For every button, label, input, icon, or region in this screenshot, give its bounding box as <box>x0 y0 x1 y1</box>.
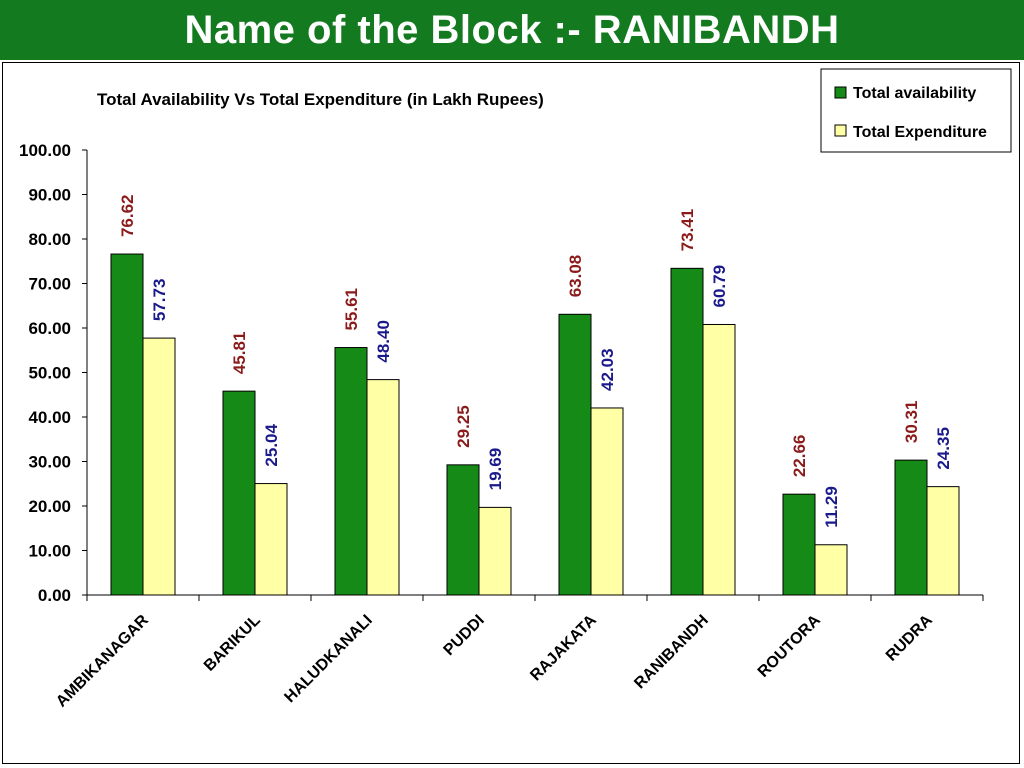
data-label-expenditure: 57.73 <box>150 279 169 322</box>
y-tick-label: 50.00 <box>28 364 71 383</box>
bar-availability <box>334 347 368 596</box>
bar-expenditure <box>814 544 848 596</box>
legend-swatch-availability <box>834 86 847 99</box>
y-tick-label: 20.00 <box>28 497 71 516</box>
y-tick-label: 40.00 <box>28 408 71 427</box>
category-label: RUDRA <box>883 611 936 664</box>
data-label-expenditure: 24.35 <box>934 427 953 470</box>
slide-header: Name of the Block :- RANIBANDH <box>0 0 1024 60</box>
data-label-availability: 45.81 <box>230 332 249 375</box>
bar-availability <box>222 390 256 596</box>
y-tick-label: 0.00 <box>38 586 71 605</box>
chart-frame: Total Availability Vs Total Expenditure … <box>2 62 1020 764</box>
category-label: RANIBANDH <box>631 612 712 693</box>
y-tick-label: 100.00 <box>19 141 71 160</box>
bar-expenditure <box>702 323 736 596</box>
bar-availability <box>110 253 144 596</box>
y-tick-label: 80.00 <box>28 230 71 249</box>
bar-expenditure <box>366 379 400 596</box>
plot-area: 0.00 10.00 20.00 30.00 40.00 50.00 60.00 70.00 8… <box>19 141 984 711</box>
legend-label-availability: Total availability <box>853 85 976 102</box>
data-label-availability: 63.08 <box>566 255 585 298</box>
bar-availability <box>670 267 704 596</box>
category-label: RAJAKATA <box>527 611 600 684</box>
bar-availability <box>894 459 928 596</box>
bar-expenditure <box>478 506 512 596</box>
legend-swatch-expenditure <box>834 124 847 137</box>
bar-availability <box>782 493 816 596</box>
bar-availability <box>558 313 592 596</box>
data-label-availability: 55.61 <box>342 288 361 331</box>
y-tick-label: 90.00 <box>28 186 71 205</box>
bar-expenditure <box>590 407 624 596</box>
data-label-expenditure: 60.79 <box>710 265 729 308</box>
y-tick-label: 70.00 <box>28 275 71 294</box>
y-tick-label: 60.00 <box>28 319 71 338</box>
slide-title: Name of the Block :- RANIBANDH <box>184 7 840 52</box>
chart-title: Total Availability Vs Total Expenditure … <box>97 90 544 109</box>
y-tick-label: 30.00 <box>28 453 71 472</box>
bar-expenditure <box>142 337 176 596</box>
data-label-availability: 29.25 <box>454 405 473 448</box>
data-label-expenditure: 42.03 <box>598 348 617 391</box>
category-label: PUDDI <box>441 612 488 659</box>
data-label-availability: 76.62 <box>118 194 137 237</box>
data-label-expenditure: 19.69 <box>486 448 505 491</box>
bar-expenditure <box>926 486 960 596</box>
category-label: BARIKUL <box>201 612 264 675</box>
bar-chart: Total Availability Vs Total Expenditure … <box>19 68 1012 711</box>
data-label-availability: 22.66 <box>790 435 809 478</box>
category-label: HALUDKANALI <box>281 612 375 706</box>
data-label-availability: 73.41 <box>678 209 697 252</box>
legend-label-expenditure: Total Expenditure <box>853 124 987 141</box>
bar-expenditure <box>254 483 288 596</box>
legend-box <box>820 68 1012 153</box>
data-label-expenditure: 11.29 <box>822 486 841 528</box>
category-label: AMBIKANAGAR <box>53 611 152 710</box>
y-tick-label: 10.00 <box>28 542 71 561</box>
data-label-expenditure: 25.04 <box>262 423 281 466</box>
category-label: ROUTORA <box>755 611 824 680</box>
bar-availability <box>446 464 480 596</box>
data-label-availability: 30.31 <box>902 401 921 444</box>
data-label-expenditure: 48.40 <box>374 320 393 363</box>
chart-legend: Total availability Total Expenditure <box>820 68 1012 153</box>
